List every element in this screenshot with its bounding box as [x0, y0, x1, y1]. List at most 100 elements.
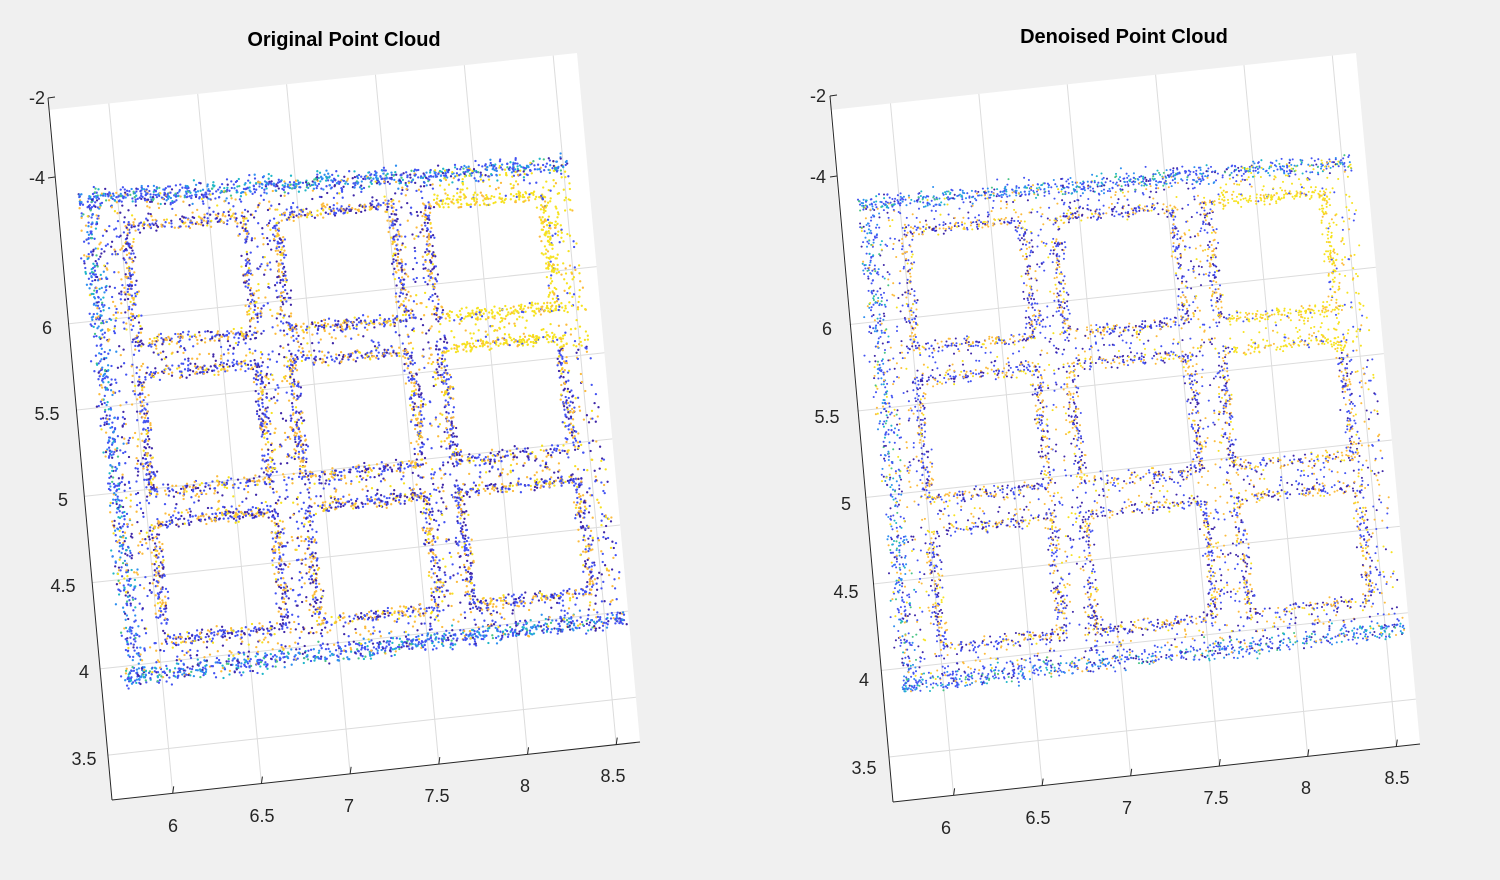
- data-point: [441, 373, 444, 376]
- data-point: [384, 174, 388, 177]
- data-point: [504, 487, 507, 490]
- data-point: [526, 447, 529, 450]
- data-point: [414, 608, 417, 611]
- data-point: [307, 649, 310, 652]
- data-point: [469, 564, 473, 567]
- data-point: [570, 431, 574, 434]
- data-point: [598, 467, 601, 470]
- data-point: [266, 470, 269, 473]
- data-point: [574, 430, 578, 433]
- data-point: [226, 359, 230, 362]
- data-point: [544, 462, 548, 466]
- data-point: [478, 311, 481, 314]
- data-point: [141, 511, 145, 515]
- data-point: [164, 512, 167, 515]
- data-point: [476, 339, 480, 342]
- data-point: [307, 570, 311, 574]
- data-point: [364, 502, 367, 506]
- data-point: [239, 481, 242, 485]
- data-point: [405, 187, 408, 191]
- data-point: [156, 202, 160, 205]
- data-point: [574, 482, 577, 485]
- data-point: [256, 206, 260, 209]
- data-point: [292, 334, 295, 338]
- data-point: [108, 452, 112, 456]
- data-point: [391, 641, 394, 645]
- data-point: [571, 295, 574, 299]
- data-point: [116, 572, 120, 576]
- data-point: [393, 247, 397, 250]
- data-point: [400, 206, 403, 209]
- data-point: [259, 351, 263, 354]
- data-point: [575, 318, 578, 322]
- data-point: [401, 186, 404, 189]
- data-point: [390, 344, 393, 348]
- data-point: [115, 511, 118, 514]
- data-point: [328, 212, 332, 215]
- data-point: [103, 410, 107, 413]
- data-point: [213, 631, 216, 634]
- data-point: [161, 576, 164, 579]
- data-point: [142, 587, 146, 590]
- data-point: [163, 632, 166, 635]
- data-point: [459, 490, 463, 494]
- data-point: [180, 514, 183, 518]
- data-point: [149, 526, 152, 529]
- data-point: [339, 652, 342, 655]
- data-point: [394, 180, 398, 184]
- data-point: [218, 337, 221, 341]
- data-point: [443, 593, 446, 597]
- data-point: [421, 354, 424, 358]
- data-point: [241, 211, 244, 214]
- data-point: [117, 271, 120, 274]
- data-point: [413, 256, 417, 260]
- data-point: [369, 633, 372, 636]
- data-point: [519, 195, 522, 198]
- data-point: [279, 329, 282, 332]
- data-point: [132, 353, 136, 356]
- data-point: [503, 168, 507, 171]
- data-point: [517, 192, 521, 195]
- data-point: [105, 356, 108, 360]
- data-point: [284, 645, 287, 648]
- data-point: [125, 328, 128, 331]
- data-point: [362, 186, 366, 190]
- data-point: [382, 201, 385, 205]
- data-point: [145, 486, 148, 489]
- data-point: [296, 356, 299, 359]
- data-point: [332, 207, 335, 210]
- data-point: [156, 602, 160, 605]
- data-point: [234, 333, 237, 336]
- data-point: [129, 499, 132, 502]
- data-point: [548, 616, 551, 619]
- data-point: [180, 636, 184, 639]
- data-point: [320, 634, 324, 638]
- data-point: [477, 163, 480, 167]
- data-point: [232, 205, 235, 208]
- data-point: [385, 496, 389, 500]
- data-point: [438, 356, 441, 360]
- data-point: [83, 262, 86, 265]
- data-point: [554, 226, 557, 229]
- data-point: [242, 219, 245, 223]
- data-point: [276, 578, 280, 581]
- data-point: [244, 187, 247, 191]
- data-point: [313, 569, 316, 572]
- data-point: [124, 618, 127, 621]
- data-point: [266, 208, 270, 212]
- data-point: [419, 614, 422, 618]
- data-point: [136, 573, 139, 576]
- data-point: [253, 177, 257, 180]
- data-point: [542, 225, 546, 229]
- data-point: [110, 549, 113, 552]
- data-point: [445, 382, 448, 386]
- data-point: [310, 537, 313, 541]
- data-point: [435, 488, 438, 492]
- data-point: [511, 469, 515, 472]
- data-point: [505, 308, 509, 311]
- data-point: [364, 625, 367, 628]
- data-point: [401, 242, 404, 245]
- data-point: [431, 513, 434, 517]
- data-point: [301, 471, 304, 475]
- data-point: [546, 452, 550, 455]
